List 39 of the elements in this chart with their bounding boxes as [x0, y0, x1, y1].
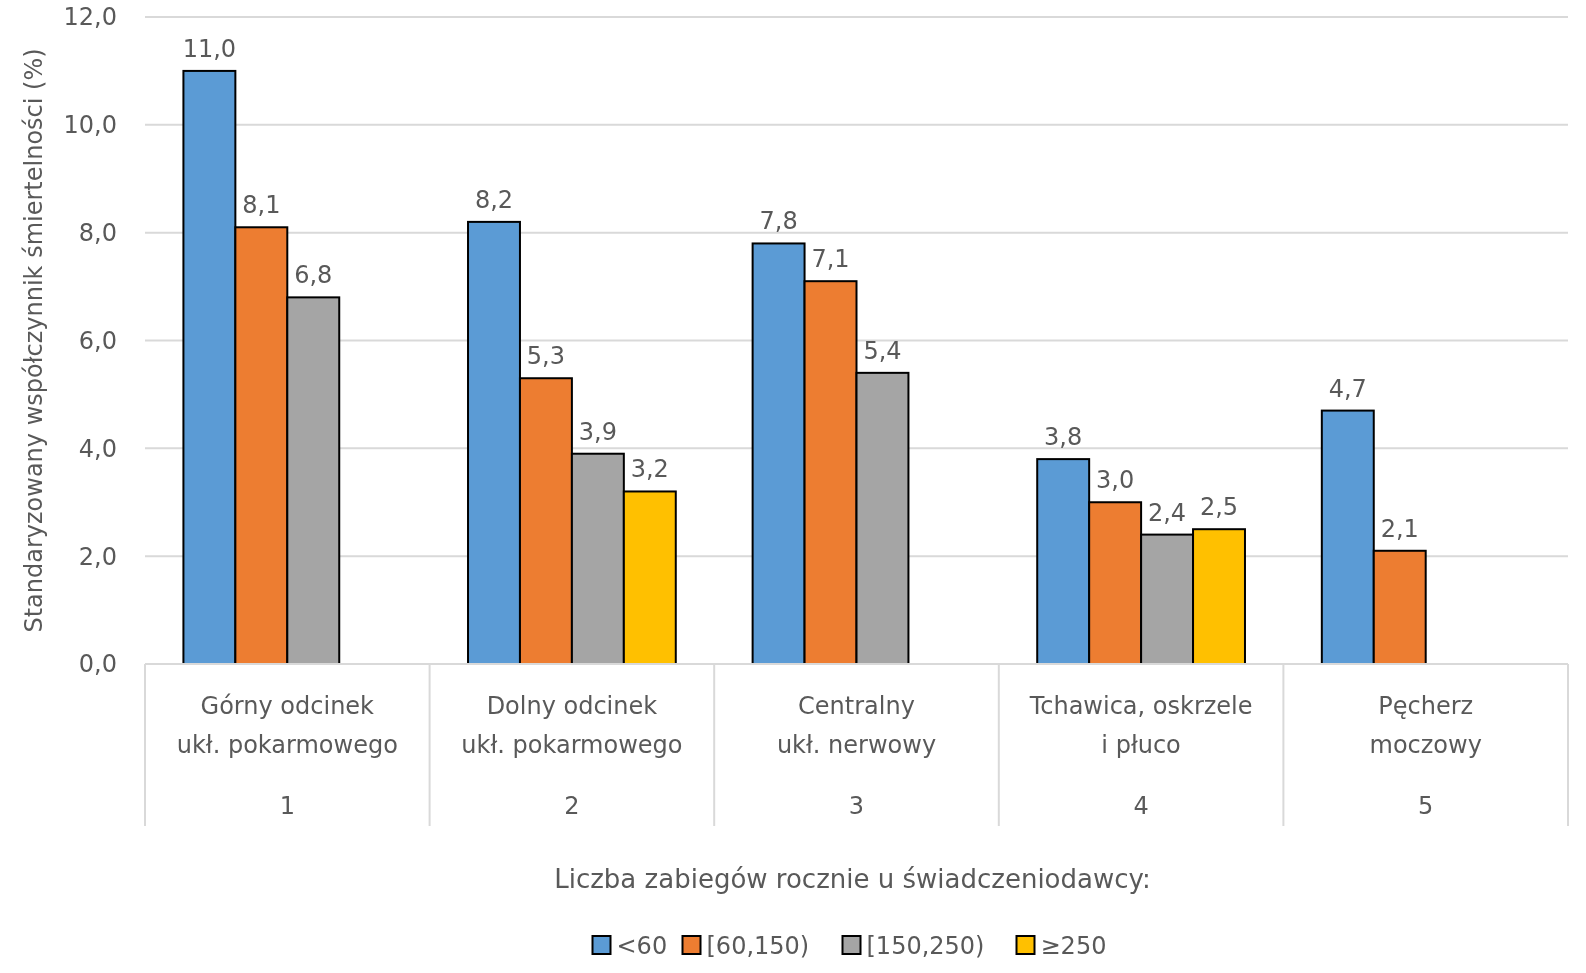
- x-tick-label: Pęcherz moczowy: [1369, 692, 1482, 759]
- data-label: 6,8: [294, 261, 333, 290]
- x-tick-label: Górny odcinek ukł. pokarmowego: [176, 692, 398, 759]
- x-tick-label: Dolny odcinek ukł. pokarmowego: [461, 692, 683, 759]
- legend-label: [60,150): [706, 932, 810, 961]
- text: 4: [1133, 792, 1149, 820]
- data-label: 2,5: [1199, 493, 1239, 522]
- y-tick-label: 12,0: [63, 3, 117, 32]
- text: 1: [279, 792, 295, 820]
- data-label: 3,0: [1096, 466, 1135, 495]
- legend-label: [150,250): [866, 932, 985, 961]
- legend-label: ≥250: [1040, 932, 1107, 961]
- data-label: 11,0: [182, 34, 237, 63]
- x-tick-label: Centralny ukł. nerwowy: [776, 692, 937, 759]
- y-tick-label: 10,0: [63, 111, 117, 140]
- data-label: 3,8: [1044, 423, 1083, 452]
- data-label: 3,2: [630, 455, 669, 484]
- data-label: 7,8: [759, 207, 798, 236]
- text: 2: [564, 792, 580, 820]
- y-tick-label: 6,0: [78, 326, 117, 355]
- y-tick-label: 0,0: [78, 650, 117, 679]
- data-label: 3,9: [578, 417, 617, 446]
- text: 5: [1418, 792, 1434, 820]
- data-label: 8,1: [242, 191, 281, 220]
- y-tick-label: 8,0: [78, 219, 117, 248]
- data-label: 5,3: [526, 342, 566, 371]
- data-label: 2,1: [1380, 514, 1419, 543]
- y-axis-title: Standaryzowany współczynnik śmiertelności (%): [20, 48, 48, 633]
- x-tick-label: Tchawica, oskrzele i płuco: [1028, 692, 1253, 759]
- legend-label: <60: [616, 932, 668, 961]
- data-label: 8,2: [474, 185, 514, 214]
- legend-title: Liczba zabiegów rocznie u świadczeniodawcy:: [554, 864, 1151, 894]
- text: 3: [848, 792, 865, 820]
- data-label: 4,7: [1328, 374, 1367, 403]
- y-tick-label: 2,0: [78, 542, 117, 571]
- data-label: 5,4: [863, 336, 902, 365]
- data-label: 7,1: [811, 245, 850, 274]
- data-label: 2,4: [1147, 498, 1187, 527]
- y-tick-label: 4,0: [78, 434, 117, 463]
